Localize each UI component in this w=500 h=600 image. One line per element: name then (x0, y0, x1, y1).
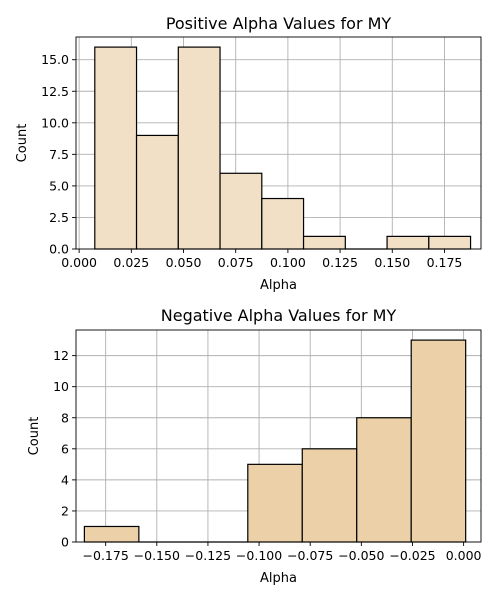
y-tick-label: 12 (53, 348, 69, 363)
y-tick-label: 0.0 (49, 242, 69, 257)
y-axis-label: Count (27, 417, 42, 456)
histogram-bar (83, 525, 140, 543)
x-axis-label: Alpha (260, 278, 297, 293)
histogram-bar (94, 46, 138, 250)
histogram-bar (410, 339, 467, 543)
x-tick-label: 0.000 (61, 255, 97, 270)
y-tick-label: 12.5 (41, 84, 69, 99)
x-tick-label: 0.050 (166, 255, 202, 270)
histogram-bar (356, 417, 412, 543)
histogram-bar (302, 235, 346, 250)
y-tick-label: 15.0 (41, 52, 69, 67)
histogram-bar (428, 235, 472, 250)
x-tick-label: −0.025 (389, 548, 435, 563)
y-tick-label: 7.5 (49, 147, 69, 162)
x-tick-label: −0.075 (287, 548, 333, 563)
x-tick-label: 0.025 (113, 255, 149, 270)
y-axis-label: Count (15, 124, 30, 163)
x-tick-label: 0.125 (322, 255, 358, 270)
y-tick-label: 0 (61, 535, 69, 550)
chart-1: 0.000 0.025 0.050 0.075 0.100 0.125 0.150 0.175… (15, 14, 482, 293)
y-tick-label: 2.5 (49, 210, 69, 225)
x-tick-label: 0.175 (427, 255, 463, 270)
x-tick-label: 0.000 (446, 548, 482, 563)
histogram-bar (261, 197, 305, 250)
x-tick-label: 0.150 (374, 255, 410, 270)
y-tick-label: 5.0 (49, 178, 69, 193)
x-tick-label: 0.100 (270, 255, 306, 270)
y-tick-label: 10 (53, 379, 69, 394)
x-tick-label: −0.050 (338, 548, 384, 563)
histogram-bar (177, 46, 221, 250)
histogram-bar (247, 463, 303, 543)
plot-frame (75, 329, 482, 543)
x-tick-label: −0.100 (236, 548, 282, 563)
histogram-bar (219, 172, 263, 250)
y-tick-label: 2 (61, 503, 69, 518)
histogram-bar (301, 448, 358, 543)
histogram-bar (135, 134, 179, 250)
x-tick-label: −0.175 (83, 548, 129, 563)
x-tick-label: −0.150 (134, 548, 180, 563)
chart-title: Negative Alpha Values for MY (161, 306, 397, 325)
y-tick-label: 4 (61, 472, 69, 487)
x-tick-label: −0.125 (185, 548, 231, 563)
y-tick-label: 10.0 (41, 115, 69, 130)
x-axis-label: Alpha (260, 571, 297, 586)
plot-frame (75, 36, 482, 250)
x-tick-label: 0.075 (218, 255, 254, 270)
chart-title: Positive Alpha Values for MY (166, 14, 392, 33)
y-tick-label: 8 (61, 410, 69, 425)
histogram-bar (386, 235, 430, 250)
chart-2: −0.175 −0.150 −0.125 −0.100 −0.075 −0.050 −0.0… (27, 306, 482, 586)
y-tick-label: 6 (61, 441, 69, 456)
